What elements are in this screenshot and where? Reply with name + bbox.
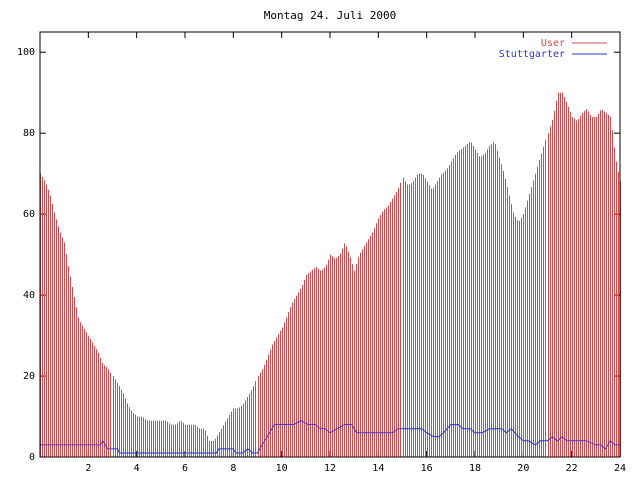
x-tick-label: 20 xyxy=(517,463,529,474)
x-tick-label: 10 xyxy=(276,463,288,474)
x-tick-label: 18 xyxy=(469,463,481,474)
y-tick-label: 20 xyxy=(23,371,35,382)
y-tick-label: 100 xyxy=(17,47,35,58)
user-series-bars xyxy=(40,92,621,457)
x-axis-ticks: 2 4 6 8 10 12 14 16 18 20 22 24 xyxy=(85,32,626,474)
chart-title: Montag 24. Juli 2000 xyxy=(264,9,396,22)
plot-frame xyxy=(39,31,621,458)
y-tick-label: 80 xyxy=(23,128,35,139)
y-tick-label: 0 xyxy=(29,452,35,463)
legend-label-stuttgarter: Stuttgarter xyxy=(499,49,565,60)
x-tick-label: 22 xyxy=(566,463,578,474)
x-tick-label: 6 xyxy=(182,463,188,474)
y-tick-label: 40 xyxy=(23,290,35,301)
x-tick-label: 16 xyxy=(421,463,433,474)
x-tick-label: 8 xyxy=(230,463,236,474)
x-tick-label: 2 xyxy=(85,463,91,474)
legend-label-user: User xyxy=(541,38,565,49)
x-tick-label: 4 xyxy=(134,463,140,474)
stuttgarter-line xyxy=(40,420,620,454)
x-tick-label: 14 xyxy=(372,463,384,474)
x-tick-label: 12 xyxy=(324,463,336,474)
stuttgarter-series-layer xyxy=(40,420,620,454)
x-tick-label: 24 xyxy=(614,463,626,474)
y-tick-label: 60 xyxy=(23,209,35,220)
legend: User Stuttgarter xyxy=(499,38,607,60)
